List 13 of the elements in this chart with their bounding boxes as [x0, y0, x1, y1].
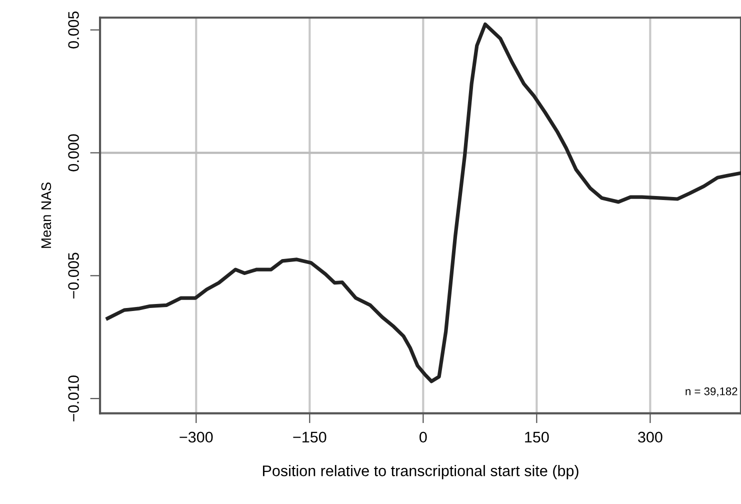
- x-tick-label: 150: [525, 432, 549, 443]
- y-tick-label: −0.005: [68, 252, 79, 298]
- y-tick-label: −0.010: [68, 376, 79, 422]
- x-tick-label: −300: [180, 432, 213, 443]
- x-tick-label: 300: [638, 432, 662, 443]
- y-tick-label: 0.005: [68, 11, 79, 48]
- y-axis-title: Mean NAS: [41, 182, 52, 248]
- annotation: n = 39,182: [686, 387, 738, 397]
- x-axis-title: Position relative to transcriptional start site (bp): [262, 465, 578, 480]
- line-series: [106, 22, 741, 384]
- x-tick-label: −150: [293, 432, 326, 443]
- y-tick-label: 0.000: [68, 134, 79, 172]
- x-tick-label: 0: [420, 432, 427, 443]
